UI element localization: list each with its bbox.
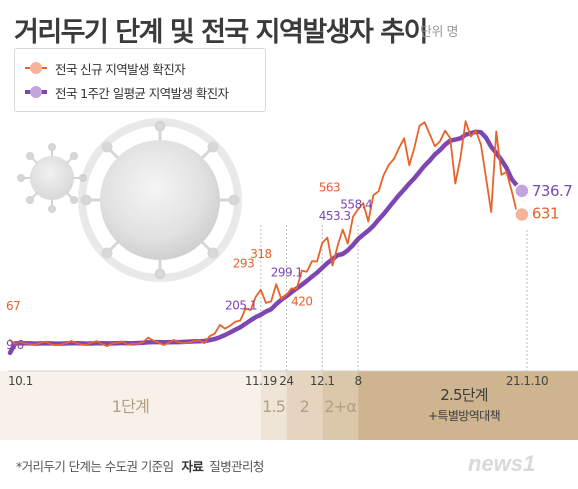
end-marker-daily	[514, 206, 530, 223]
stage-band-1	[0, 371, 261, 440]
data-label: 736.7	[532, 182, 572, 200]
stage-label: 2	[300, 397, 309, 416]
stage-label: 1.5	[262, 397, 285, 416]
data-label: 299.1	[271, 265, 303, 279]
x-tick-label: 8	[355, 374, 362, 388]
data-label: 67	[6, 299, 20, 313]
legend-item-weekly-avg: 전국 1주간 일평균 지역발생 확진자	[25, 82, 229, 102]
news1-logo: news1	[468, 451, 535, 476]
data-label: 293	[233, 257, 254, 271]
x-tick-label: 24	[279, 374, 293, 388]
footer-note: *거리두기 단계는 수도권 기준임 자료 질병관리청	[16, 456, 264, 475]
stage-band-2	[260, 371, 287, 440]
data-label: 9.6	[6, 338, 24, 352]
stage-label: 2.5단계	[440, 386, 487, 404]
x-tick-label: 11.19	[245, 374, 277, 388]
x-tick-label: 10.1	[8, 374, 33, 388]
source-value: 질병관리청	[209, 459, 264, 474]
legend: 전국 신규 지역발생 확진자 전국 1주간 일평균 지역발생 확진자	[14, 48, 266, 112]
legend-item-daily: 전국 신규 지역발생 확진자	[25, 58, 186, 78]
x-tick-label: 21.1.10	[506, 374, 548, 388]
stage-band-5	[358, 371, 578, 440]
data-label: 318	[250, 247, 271, 261]
news1-logo-text: news1	[468, 451, 535, 476]
data-label: 453.3	[319, 209, 351, 223]
stage-sublabel: +특별방역대책	[428, 408, 500, 423]
series-lines	[7, 120, 525, 356]
series-line-weekly-avg	[7, 129, 525, 356]
data-label: 558.4	[340, 198, 372, 212]
stage-label: 2+α	[324, 397, 356, 416]
virus-illustration-large	[78, 118, 242, 282]
data-label: 420	[291, 295, 312, 309]
data-label: 205.1	[225, 298, 257, 312]
unit-label: 단위 명	[420, 25, 459, 40]
stage-labels: 1단계 1.5 2 2+α 2.5단계 +특별방역대책	[112, 386, 501, 423]
stage-band	[0, 371, 578, 440]
x-tick-label: 12.1	[310, 374, 335, 388]
stage-band-3	[286, 371, 323, 440]
legend-label-weekly-avg: 전국 1주간 일평균 지역발생 확진자	[55, 85, 229, 101]
end-marker-weekly-avg	[514, 183, 530, 199]
stage-label: 1단계	[112, 397, 149, 416]
x-tick-labels: 10.1 11.19 24 12.1 8 21.1.10	[8, 374, 549, 388]
data-label: 563	[319, 181, 340, 195]
footnote-text: *거리두기 단계는 수도권 기준임	[16, 459, 174, 474]
data-label: 631	[532, 205, 559, 223]
stage-band-4	[322, 371, 359, 440]
source-key: 자료	[181, 459, 204, 474]
virus-illustration-small	[17, 143, 87, 213]
page-title: 거리두기 단계 및 전국 지역발생자 추이	[14, 17, 428, 48]
legend-swatch-weekly-avg	[25, 85, 47, 99]
legend-swatch-daily	[25, 61, 47, 75]
end-markers	[514, 183, 530, 223]
legend-label-daily: 전국 신규 지역발생 확진자	[55, 61, 186, 77]
series-line-daily	[9, 120, 523, 348]
